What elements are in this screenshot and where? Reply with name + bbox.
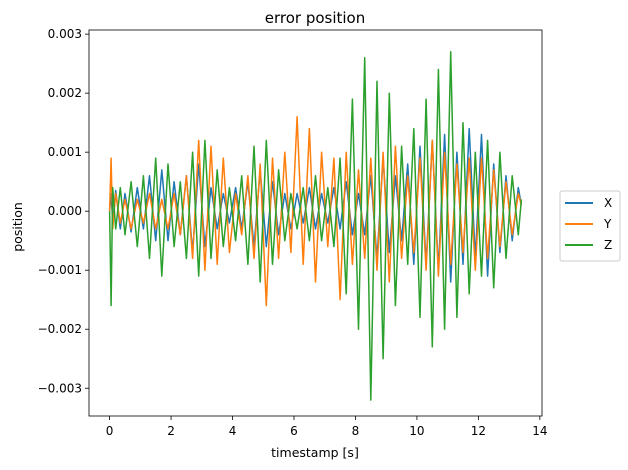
y-tick-label: 0.000: [48, 204, 82, 218]
x-tick-label: 14: [532, 424, 547, 438]
y-axis-ticks: −0.003 −0.002 −0.001 0.000 0.001 0.002 0.003: [38, 27, 89, 395]
legend-label-y: Y: [603, 217, 612, 231]
legend-label-x: X: [604, 196, 612, 210]
y-tick-label: 0.003: [48, 27, 82, 41]
chart-title: error position: [265, 9, 366, 27]
y-tick-label: −0.001: [38, 263, 82, 277]
series-line-y: [108, 116, 523, 307]
x-tick-label: 12: [471, 424, 486, 438]
legend: XYZ: [559, 190, 621, 262]
x-tick-label: 0: [106, 424, 114, 438]
x-tick-label: 2: [167, 424, 175, 438]
x-tick-label: 10: [409, 424, 424, 438]
legend-box: [559, 190, 621, 262]
legend-label-z: Z: [604, 238, 612, 252]
y-tick-label: 0.002: [48, 86, 82, 100]
y-axis-label: position: [10, 202, 25, 252]
series-layer: [108, 51, 523, 401]
y-tick-label: −0.003: [38, 381, 82, 395]
plot-frame: [88, 29, 543, 417]
series-line-z: [108, 51, 523, 401]
x-tick-label: 8: [352, 424, 360, 438]
x-axis-ticks: 0 2 4 6 8 10 12 14: [106, 416, 547, 438]
y-tick-label: −0.002: [38, 322, 82, 336]
x-tick-label: 6: [290, 424, 298, 438]
x-tick-label: 4: [229, 424, 237, 438]
y-tick-label: 0.001: [48, 145, 82, 159]
x-axis-label: timestamp [s]: [271, 445, 359, 460]
